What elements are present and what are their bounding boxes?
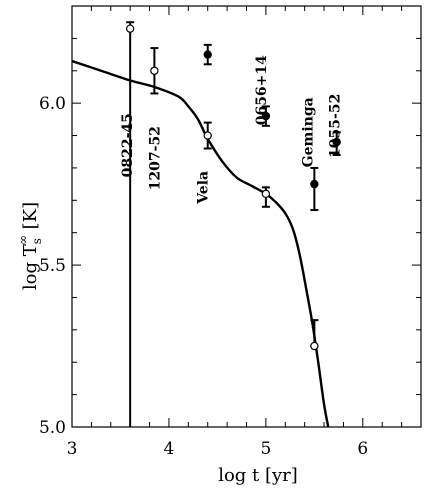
y-tick-label: 6.0 <box>39 94 66 114</box>
point-label: 0822-45 <box>120 113 136 177</box>
point-label: 1055-52 <box>328 94 344 158</box>
data-point-1207-52 <box>150 47 159 95</box>
point-label: 1207-52 <box>147 126 163 190</box>
data-point-Geminga <box>310 166 319 212</box>
data-point-0656+14 <box>261 105 271 127</box>
point-marker <box>332 137 341 147</box>
point-marker <box>125 24 135 33</box>
y-tick-label: 5.5 <box>39 256 66 276</box>
point-marker <box>203 131 212 140</box>
data-point-pt-geminga-b <box>310 319 319 351</box>
cooling-curve-layer <box>72 59 330 427</box>
y-tick-label: 5.0 <box>39 418 66 438</box>
x-tick-label: 4 <box>164 439 175 459</box>
x-axis-label: log t [yr] <box>218 465 298 486</box>
point-label: Vela <box>196 171 212 205</box>
x-tick-label: 3 <box>67 439 78 459</box>
plot-frame <box>71 5 422 428</box>
y-axis-label-sub: s <box>30 238 44 244</box>
point-label: Geminga <box>300 97 316 167</box>
data-point-1055-52 <box>332 131 341 156</box>
point-marker <box>150 66 159 75</box>
data-point-0822-45 <box>125 21 135 427</box>
point-marker <box>310 179 319 189</box>
data-point-Vela <box>203 121 212 150</box>
y-axis-label-sup: ∞ <box>16 235 30 245</box>
y-axis-label-main: log T <box>20 244 41 290</box>
x-tick-label: 5 <box>260 439 271 459</box>
point-label: 0656+14 <box>254 55 270 125</box>
data-points-layer <box>125 21 341 427</box>
point-marker <box>261 189 271 199</box>
point-labels-layer: 0822-45 1207-52 Vela 0656+14 Geminga 1055-52 <box>120 55 343 205</box>
point-marker <box>310 341 319 351</box>
data-point-pt-0656-a <box>203 43 212 66</box>
x-tick-label: 6 <box>357 439 368 459</box>
data-point-pt-vela-b <box>261 186 271 208</box>
y-axis-label: log Ts∞ [K] <box>16 202 44 290</box>
point-marker <box>261 111 271 121</box>
point-marker <box>203 50 212 59</box>
cooling-curve <box>72 59 330 427</box>
y-axis-label-unit: [K] <box>20 202 41 235</box>
axes: 3 4 5 6 5.0 5.5 6.0 <box>39 5 422 459</box>
